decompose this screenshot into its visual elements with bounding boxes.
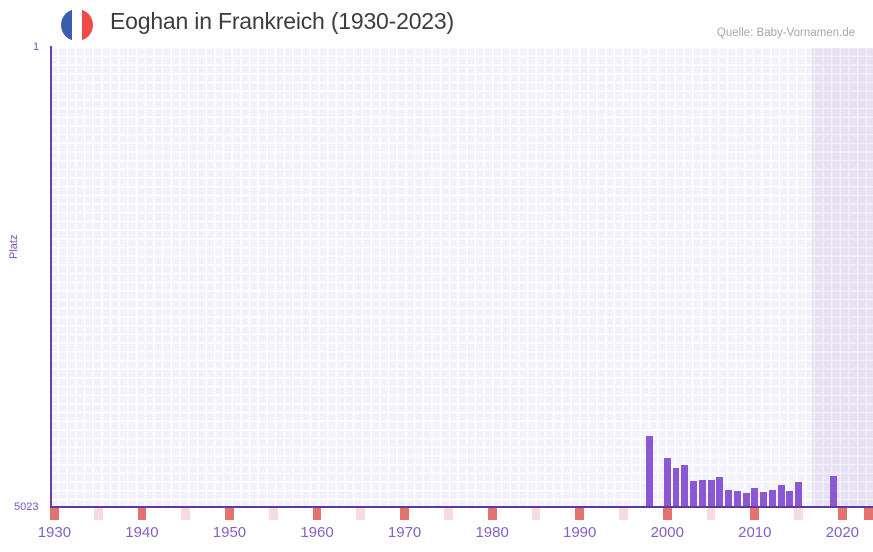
x-axis-line	[50, 506, 873, 508]
bar	[646, 435, 654, 507]
bar	[681, 464, 689, 507]
x-axis-tick-major	[137, 508, 147, 520]
y-axis-tick-label-top: 1	[33, 41, 40, 53]
x-axis-tick-label: 2000	[650, 524, 684, 541]
x-axis-tick-major	[662, 508, 672, 520]
x-axis-tick-label: 2010	[738, 524, 772, 541]
grid-lines	[50, 48, 873, 507]
flag-band-red	[82, 9, 93, 41]
x-axis-tick-major	[837, 508, 847, 520]
x-axis-tick-major	[575, 508, 585, 520]
bar	[742, 492, 750, 507]
plot-area	[50, 48, 873, 507]
x-axis-tick-label: 2020	[825, 524, 860, 541]
x-axis-tick-major	[864, 508, 873, 520]
x-axis-tick-major	[50, 508, 59, 520]
x-axis-tick-label: 1950	[212, 524, 247, 541]
x-axis-tick-label: 1930	[37, 524, 72, 541]
x-axis-tick-major	[487, 508, 497, 520]
bar	[786, 491, 794, 507]
page-title: Eoghan in Frankreich (1930-2023)	[110, 8, 454, 34]
y-axis-tick-label-bottom: 5023	[14, 501, 39, 513]
x-axis-tick-minor	[619, 508, 628, 520]
bar	[830, 476, 838, 507]
bar	[663, 458, 671, 507]
flag-band-white	[71, 9, 83, 41]
x-axis-tick-minor	[93, 508, 103, 520]
x-axis-tick-minor	[794, 508, 803, 520]
x-axis-tick-major	[400, 508, 409, 520]
bar	[733, 491, 741, 507]
x-axis-tick-minor	[531, 508, 541, 520]
x-axis-tick-minor	[268, 508, 278, 520]
bar	[795, 482, 803, 507]
x-axis-tick-minor	[356, 508, 366, 520]
x-axis-tick-minor	[706, 508, 716, 520]
x-axis-tick-label: 1970	[387, 524, 422, 541]
x-axis-tick-minor	[181, 508, 191, 520]
bar	[725, 489, 732, 507]
no-data-shaded-region	[811, 48, 873, 507]
bar	[760, 492, 768, 507]
x-axis-tick-major	[312, 508, 322, 520]
x-axis-tick-minor	[443, 508, 453, 520]
bar	[768, 490, 776, 507]
x-axis-tick-major	[225, 508, 234, 520]
x-axis-tick-label: 1960	[300, 524, 334, 541]
bar	[690, 481, 697, 507]
bar	[707, 480, 715, 507]
bar	[672, 467, 680, 507]
x-axis-tick-label: 1990	[563, 524, 597, 541]
x-axis-tick-label: 1980	[475, 524, 509, 541]
x-axis-tick-label: 1940	[125, 524, 159, 541]
x-axis-tick-major	[750, 508, 760, 520]
y-axis-line	[50, 46, 52, 508]
bar	[716, 476, 724, 507]
flag-band-blue	[61, 9, 72, 41]
bar	[698, 480, 706, 507]
france-flag-icon	[61, 9, 93, 41]
source-attribution: Quelle: Baby-Vornamen.de	[716, 27, 855, 39]
chart-header: Eoghan in Frankreich (1930-2023) Quelle:…	[0, 0, 873, 44]
bar	[777, 484, 785, 507]
bar	[751, 487, 759, 507]
